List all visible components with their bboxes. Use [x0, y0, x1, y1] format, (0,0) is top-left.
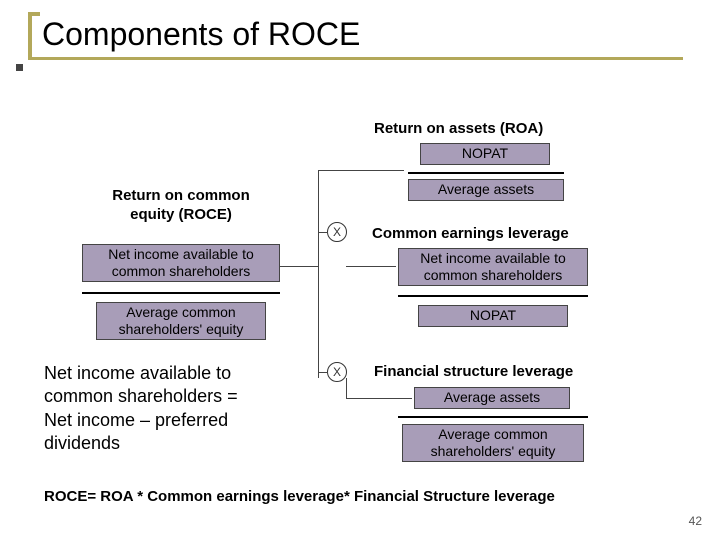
fsl-fraction-line — [398, 416, 588, 418]
roce-fraction-line — [82, 292, 280, 294]
box-avg-assets-1-text: Average assets — [438, 181, 534, 199]
fsl-heading: Financial structure leverage — [374, 363, 573, 380]
connector-h-cel — [346, 266, 396, 267]
title-bar: Components of ROCE — [28, 12, 683, 60]
box-acse-right-text: Average commonshareholders' equity — [431, 426, 556, 461]
slide-title: Components of ROCE — [42, 16, 360, 53]
box-acse-right: Average commonshareholders' equity — [402, 424, 584, 462]
connector-v1 — [318, 170, 319, 378]
multiply-icon-2: X — [327, 362, 347, 382]
box-nopat-2-text: NOPAT — [470, 307, 516, 325]
box-niacs-right: Net income available tocommon shareholde… — [398, 248, 588, 286]
connector-h-x2 — [318, 372, 328, 373]
cel-heading: Common earnings leverage — [372, 225, 569, 242]
box-niacs-left-text: Net income available tocommon shareholde… — [108, 246, 254, 281]
title-underline — [28, 57, 683, 60]
niacs-definition-note: Net income available to common sharehold… — [44, 362, 304, 456]
box-niacs-right-text: Net income available tocommon shareholde… — [420, 250, 566, 285]
box-nopat-2: NOPAT — [418, 305, 568, 327]
slide-number: 42 — [689, 514, 702, 528]
note-l2: common shareholders = — [44, 386, 238, 406]
connector-h1 — [280, 266, 318, 267]
roce-heading: Return on common equity (ROCE) — [86, 187, 276, 225]
box-acse-left-text: Average commonshareholders' equity — [119, 304, 244, 339]
connector-h-roa — [318, 170, 404, 171]
note-l4: dividends — [44, 433, 120, 453]
bullet-icon — [16, 64, 23, 71]
box-acse-left: Average commonshareholders' equity — [96, 302, 266, 340]
connector-h-fsl — [346, 398, 412, 399]
box-avg-assets-2-text: Average assets — [444, 389, 540, 407]
note-l3: Net income – preferred — [44, 410, 228, 430]
box-avg-assets-1: Average assets — [408, 179, 564, 201]
connector-v-fsl — [346, 378, 347, 398]
box-nopat-1-text: NOPAT — [462, 145, 508, 163]
box-nopat-1: NOPAT — [420, 143, 550, 165]
connector-h-x1 — [318, 232, 328, 233]
roa-fraction-line — [408, 172, 564, 174]
roce-heading-l1: Return on common — [112, 187, 250, 204]
multiply-icon-1: X — [327, 222, 347, 242]
box-niacs-left: Net income available tocommon shareholde… — [82, 244, 280, 282]
cel-fraction-line — [398, 295, 588, 297]
roce-formula: ROCE= ROA * Common earnings leverage* Fi… — [44, 488, 555, 505]
roa-heading: Return on assets (ROA) — [374, 120, 543, 137]
title-left-accent — [28, 12, 32, 60]
roce-heading-l2: equity (ROCE) — [130, 206, 232, 223]
box-avg-assets-2: Average assets — [414, 387, 570, 409]
note-l1: Net income available to — [44, 363, 231, 383]
